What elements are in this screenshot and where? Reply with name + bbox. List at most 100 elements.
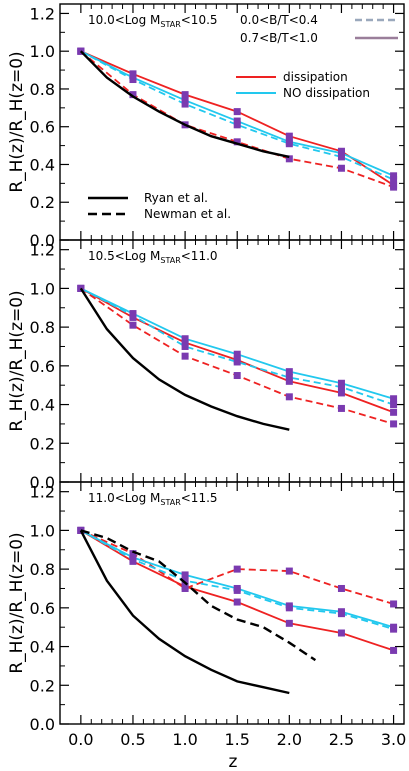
x-tick-label: 1.5 xyxy=(224,730,249,749)
x-tick-label: 0.5 xyxy=(120,730,145,749)
y-axis-title: R_H(z)/R_H(z=0) xyxy=(7,290,27,431)
x-tick-label: 3.0 xyxy=(381,730,406,749)
series-line-dissipation-solid xyxy=(80,287,394,414)
series-line-observations-dashed xyxy=(80,529,317,662)
y-tick-label: 1.0 xyxy=(30,521,55,540)
y-tick-label: 0.2 xyxy=(30,193,55,212)
y-tick-label: 1.2 xyxy=(30,4,55,23)
data-marker xyxy=(129,321,137,329)
data-marker xyxy=(390,395,398,403)
x-tick-label: 2.0 xyxy=(277,730,302,749)
data-marker xyxy=(390,183,398,191)
panel-label-prefix: 10.5<Log M xyxy=(88,249,160,263)
data-marker xyxy=(181,577,189,585)
data-marker xyxy=(337,383,345,391)
x-tick-label: 0.0 xyxy=(68,730,93,749)
y-tick-label: 0.6 xyxy=(30,118,55,137)
data-marker xyxy=(233,350,241,358)
data-marker xyxy=(337,164,345,172)
data-marker xyxy=(285,604,293,612)
data-marker xyxy=(285,155,293,163)
y-tick-label: 0.4 xyxy=(30,396,55,415)
data-marker xyxy=(337,584,345,592)
y-tick-label: 0.0 xyxy=(30,231,55,250)
data-marker xyxy=(181,100,189,108)
y-axis-title: R_H(z)/R_H(z=0) xyxy=(7,51,27,192)
panel-label: 11.0<Log MSTAR<11.5 xyxy=(88,491,218,507)
y-tick-label: 0.8 xyxy=(30,560,55,579)
panel-2: 0.0 0.2 0.4 0.6 0.8 1.0 1.2 R_H(z)/R_H(z=0) 10.5… xyxy=(7,239,405,492)
y-tick-label: 0.8 xyxy=(30,80,55,99)
data-marker xyxy=(390,646,398,654)
panel-label: 10.0<Log MSTAR<10.5 xyxy=(88,13,218,29)
data-marker xyxy=(337,153,345,161)
data-marker xyxy=(233,121,241,129)
data-marker xyxy=(390,625,398,633)
series-line-no_dissipation-solid xyxy=(80,529,394,629)
panel-label: 10.5<Log MSTAR<11.0 xyxy=(88,249,218,265)
data-marker xyxy=(129,555,137,563)
legend-bt-low-label: 0.0<B/T<0.4 xyxy=(240,13,318,27)
panel-label-suffix: <10.5 xyxy=(181,13,218,27)
legend-ryan-label: Ryan et al. xyxy=(144,191,208,205)
data-marker xyxy=(337,379,345,387)
panel-label-suffix: <11.5 xyxy=(181,491,218,505)
data-marker xyxy=(285,140,293,148)
data-marker xyxy=(181,91,189,99)
data-marker xyxy=(390,176,398,184)
panel-label-prefix: 10.0<Log M xyxy=(88,13,160,27)
data-marker xyxy=(129,70,137,78)
legend-dissipation-label: dissipation xyxy=(283,70,348,84)
data-marker xyxy=(390,408,398,416)
data-marker xyxy=(337,629,345,637)
data-marker xyxy=(233,586,241,594)
legend-newman-label: Newman et al. xyxy=(144,207,231,221)
y-tick-label: 0.4 xyxy=(30,638,55,657)
data-marker xyxy=(337,149,345,157)
data-marker xyxy=(337,404,345,412)
data-marker xyxy=(181,584,189,592)
data-marker xyxy=(181,339,189,347)
y-tick-label: 0.6 xyxy=(30,599,55,618)
data-marker xyxy=(285,393,293,401)
data-marker xyxy=(390,600,398,608)
data-marker xyxy=(129,76,137,84)
data-marker xyxy=(129,312,137,320)
data-marker xyxy=(285,373,293,381)
data-marker xyxy=(129,550,137,558)
panel-label-sub: STAR xyxy=(160,256,181,265)
panel-label-prefix: 11.0<Log M xyxy=(88,491,160,505)
data-marker xyxy=(285,132,293,140)
data-marker xyxy=(233,565,241,573)
data-marker xyxy=(337,610,345,618)
data-marker xyxy=(233,138,241,146)
panel-frame xyxy=(59,481,405,725)
panel-3: 0.0 0.2 0.4 0.6 0.8 1.0 1.2 0.0 0.5 1.0 1.5 2.0 2.5 3… xyxy=(7,481,406,749)
data-marker xyxy=(285,567,293,575)
data-marker xyxy=(390,401,398,409)
data-marker xyxy=(233,598,241,606)
data-marker xyxy=(233,372,241,380)
panel-label-sub: STAR xyxy=(160,498,181,507)
y-tick-label: 0.0 xyxy=(30,473,55,492)
data-marker xyxy=(390,172,398,180)
x-axis-title: z xyxy=(229,752,238,771)
data-marker xyxy=(285,619,293,627)
y-tick-label: 1.0 xyxy=(30,42,55,61)
data-marker xyxy=(181,352,189,360)
series-line-observations-solid xyxy=(79,287,290,431)
data-marker xyxy=(233,108,241,116)
series-line-no_dissipation-solid xyxy=(80,287,394,400)
data-marker xyxy=(390,420,398,428)
y-axis-title: R_H(z)/R_H(z=0) xyxy=(7,532,27,673)
y-tick-label: 0.2 xyxy=(30,676,55,695)
y-tick-label: 1.2 xyxy=(30,483,55,502)
data-marker xyxy=(181,342,189,350)
series-line-no_dissipation-dashed xyxy=(80,529,394,630)
data-marker xyxy=(181,96,189,104)
y-tick-label: 0.8 xyxy=(30,318,55,337)
y-tick-label: 0.0 xyxy=(30,715,55,734)
data-marker xyxy=(285,368,293,376)
y-tick-label: 0.2 xyxy=(30,434,55,453)
